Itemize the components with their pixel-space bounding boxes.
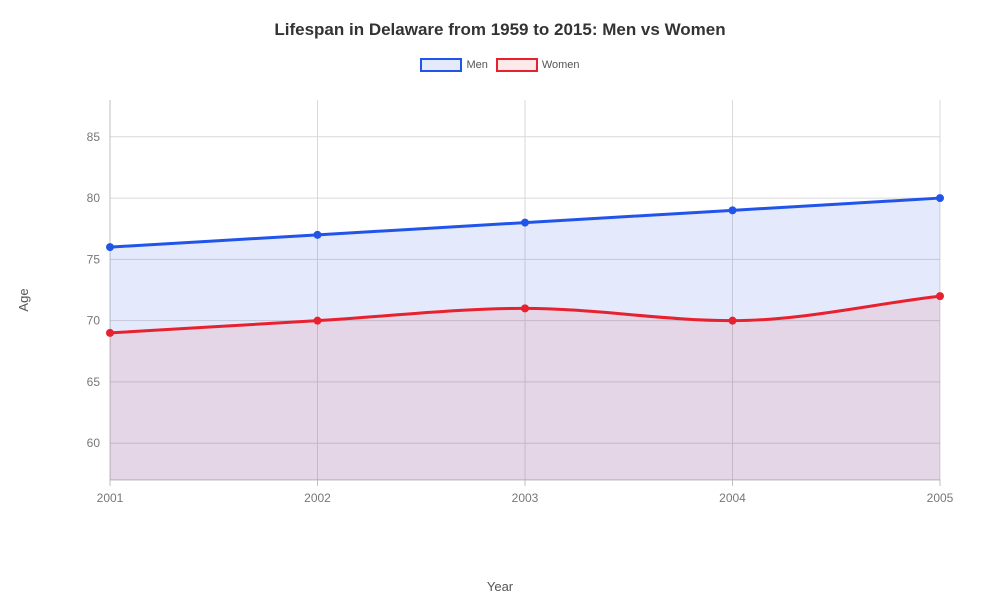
legend-label-men: Men: [466, 59, 487, 71]
chart-title: Lifespan in Delaware from 1959 to 2015: …: [0, 0, 1000, 40]
svg-text:65: 65: [87, 375, 101, 389]
svg-text:80: 80: [87, 191, 101, 205]
x-axis-label: Year: [487, 579, 513, 594]
svg-text:85: 85: [87, 130, 101, 144]
legend: Men Women: [0, 58, 1000, 72]
y-axis-label: Age: [16, 288, 31, 311]
chart-container: Lifespan in Delaware from 1959 to 2015: …: [0, 0, 1000, 600]
svg-text:2001: 2001: [97, 491, 124, 505]
svg-text:2003: 2003: [512, 491, 539, 505]
legend-item-women[interactable]: Women: [496, 58, 580, 72]
svg-text:75: 75: [87, 252, 101, 266]
svg-text:2002: 2002: [304, 491, 331, 505]
legend-swatch-women: [496, 58, 538, 72]
chart-svg: 60 65 70 75 80 85 2001 2002 2003 2004 2005: [60, 90, 960, 530]
svg-text:60: 60: [87, 436, 101, 450]
svg-text:2005: 2005: [927, 491, 954, 505]
svg-text:2004: 2004: [719, 491, 746, 505]
legend-item-men[interactable]: Men: [420, 58, 487, 72]
plot-area: 60 65 70 75 80 85 2001 2002 2003 2004 2005: [60, 90, 960, 530]
legend-swatch-men: [420, 58, 462, 72]
svg-text:70: 70: [87, 314, 101, 328]
legend-label-women: Women: [542, 59, 580, 71]
